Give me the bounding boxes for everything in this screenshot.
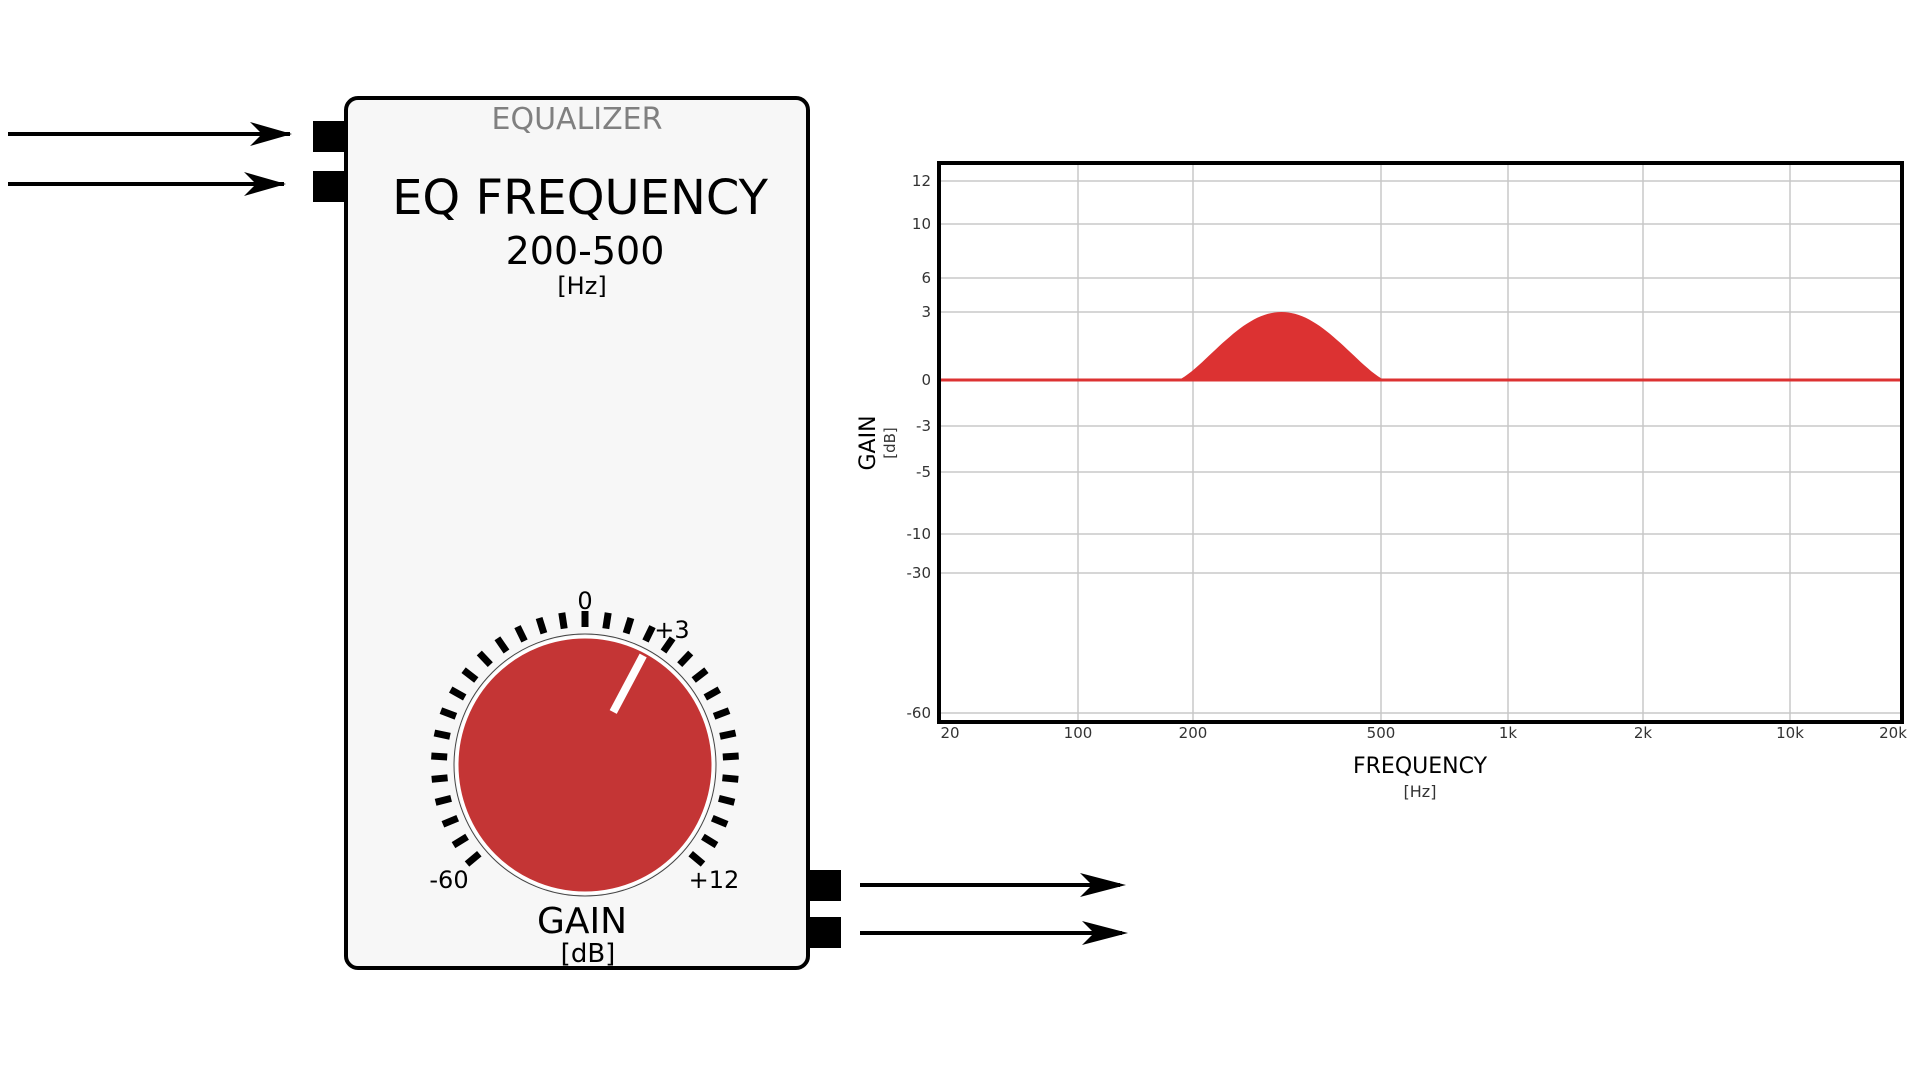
knob-outline	[453, 633, 717, 897]
knob-tick	[514, 625, 528, 643]
knob-tick	[722, 774, 739, 783]
x-tick-label: 1k	[1499, 724, 1518, 742]
knob-tick	[642, 625, 656, 643]
knob-tick	[622, 616, 635, 635]
knob-tick	[431, 774, 448, 783]
gain-label: GAIN	[537, 901, 627, 942]
x-tick-label: 500	[1367, 724, 1396, 742]
knob-tick	[660, 636, 676, 654]
input-jack-2[interactable]	[313, 171, 348, 202]
input-arrowhead-1	[250, 122, 292, 146]
x-tick-label: 20k	[1879, 724, 1907, 742]
x-tick-labels: 20 100 200 500 1k 2k 10k 20k	[940, 724, 1907, 742]
output-signals	[810, 870, 1128, 948]
y-axis-label: GAIN	[856, 415, 881, 470]
knob-tick	[718, 795, 736, 806]
y-tick-label: 12	[912, 172, 931, 190]
output-jack-1[interactable]	[810, 870, 841, 901]
gain-knob[interactable]	[431, 611, 739, 897]
x-tick-label: 10k	[1776, 724, 1804, 742]
y-tick-label: -30	[907, 564, 932, 582]
knob-tick	[677, 650, 694, 668]
knob-tick	[448, 686, 467, 701]
knob-tick	[701, 833, 719, 849]
y-tick-label: -60	[907, 704, 932, 722]
knob-mark-min: -60	[429, 866, 468, 894]
knob-tick	[464, 851, 482, 867]
knob-tick-marks	[431, 611, 739, 867]
chart-grid	[941, 165, 1900, 720]
eq-boost-area	[1178, 312, 1385, 380]
module-header: EQUALIZER	[492, 102, 663, 137]
knob-body[interactable]	[455, 635, 715, 895]
module-title: EQ FREQUENCY	[392, 170, 768, 226]
gain-unit: [dB]	[561, 939, 616, 969]
knob-tick	[431, 752, 448, 761]
knob-mark-0: 0	[577, 587, 592, 615]
knob-mark-plus3: +3	[654, 616, 689, 644]
x-tick-label: 2k	[1634, 724, 1653, 742]
x-axis-unit: [Hz]	[1404, 782, 1437, 801]
knob-mark-max: +12	[689, 866, 740, 894]
x-tick-label: 20	[940, 724, 959, 742]
knob-tick	[712, 707, 731, 720]
x-axis-label: FREQUENCY	[1353, 754, 1488, 779]
knob-tick	[703, 686, 722, 701]
knob-tick	[434, 795, 452, 806]
y-tick-label: 10	[912, 215, 931, 233]
frequency-unit: [Hz]	[557, 272, 606, 300]
knob-tick	[710, 814, 729, 828]
knob-tick	[494, 636, 510, 654]
input-jack-1[interactable]	[313, 121, 348, 152]
plot-frame	[937, 161, 1904, 724]
y-tick-label: -3	[916, 417, 931, 435]
knob-tick	[441, 814, 460, 828]
output-jack-2[interactable]	[810, 917, 841, 948]
input-arrowhead-2	[244, 172, 286, 196]
y-axis-unit: [dB]	[881, 427, 899, 459]
input-signals	[8, 121, 348, 202]
y-tick-label: 3	[921, 303, 931, 321]
x-tick-label: 100	[1064, 724, 1093, 742]
knob-tick	[461, 667, 479, 683]
knob-pointer	[609, 653, 647, 714]
frequency-response-chart: 20 100 200 500 1k 2k 10k 20k 12 10 6 3 0 -3 -5 -10 -30 -…	[856, 161, 1907, 801]
knob-tick	[602, 612, 612, 630]
knob-tick	[688, 851, 706, 867]
output-arrowhead-2	[1082, 921, 1128, 945]
x-tick-label: 200	[1179, 724, 1208, 742]
knob-tick	[722, 752, 739, 761]
knob-tick	[451, 833, 469, 849]
y-tick-label: -5	[916, 463, 931, 481]
frequency-range: 200-500	[506, 229, 665, 273]
y-tick-label: -10	[907, 525, 932, 543]
equalizer-module: EQUALIZER EQ FREQUENCY 200-500 [Hz] 0 +3…	[344, 96, 810, 970]
knob-tick	[535, 616, 548, 635]
knob-tick	[439, 707, 458, 720]
y-tick-label: 0	[921, 371, 931, 389]
y-tick-label: 6	[921, 269, 931, 287]
knob-tick	[719, 729, 737, 740]
y-tick-labels: 12 10 6 3 0 -3 -5 -10 -30 -60	[907, 172, 932, 722]
knob-tick	[691, 667, 709, 683]
knob-tick	[433, 729, 451, 740]
output-arrowhead-1	[1080, 873, 1126, 897]
knob-tick	[476, 650, 493, 668]
knob-tick	[558, 612, 568, 630]
